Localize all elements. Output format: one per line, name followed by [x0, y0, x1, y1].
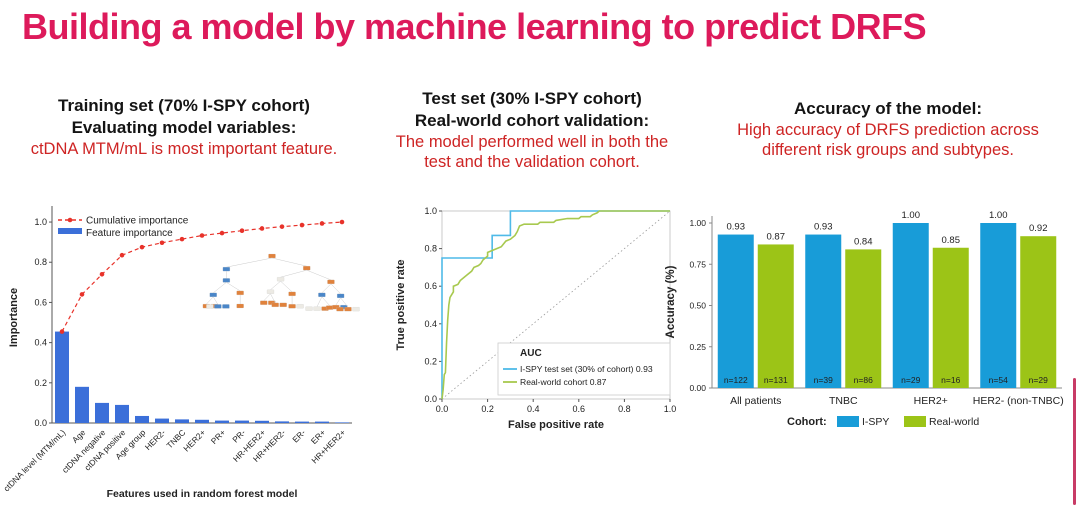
svg-text:Real-world: Real-world [929, 416, 979, 428]
svg-text:0.93: 0.93 [814, 222, 833, 233]
svg-text:0.2: 0.2 [34, 378, 47, 388]
test-takeaway-1: The model performed well in both the [395, 132, 669, 151]
roc-curve-chart: 0.0 0.2 0.4 0.6 0.8 1.0 0.0 0.2 0.4 0.6 0.8 1.0 Fals… [392, 197, 682, 452]
training-heading-2: Evaluating model variables: [71, 117, 297, 137]
test-takeaway-2: test and the validation cohort. [424, 152, 640, 171]
svg-text:n=122: n=122 [724, 375, 748, 385]
svg-text:Cumulative importance: Cumulative importance [86, 216, 189, 227]
panel-accuracy: Accuracy of the model: High accuracy of … [700, 98, 1076, 160]
svg-text:0.4: 0.4 [424, 319, 437, 329]
svg-text:1.0: 1.0 [664, 404, 677, 414]
svg-text:I-SPY test set (30% of cohort): I-SPY test set (30% of cohort) 0.93 [520, 364, 653, 374]
slide-title: Building a model by machine learning to … [22, 6, 927, 47]
training-takeaway: ctDNA MTM/mL is most important feature. [30, 139, 338, 158]
svg-text:0.75: 0.75 [689, 259, 706, 269]
svg-text:HER2-: HER2- [143, 427, 168, 452]
svg-text:Cohort:: Cohort: [787, 416, 827, 428]
accuracy-bar-chart: 0.00 0.25 0.50 0.75 1.00 0.93 n=122 0.87 n=131 Al… [662, 198, 1074, 448]
svg-text:0.50: 0.50 [689, 301, 706, 311]
accuracy-takeaway-2: different risk groups and subtypes. [762, 140, 1014, 159]
svg-text:ctDNA level (MTM/mL): ctDNA level (MTM/mL) [1, 427, 67, 493]
svg-text:HER2+: HER2+ [181, 427, 207, 453]
svg-text:0.6: 0.6 [34, 297, 47, 307]
svg-text:ER-: ER- [290, 427, 307, 444]
svg-text:0.4: 0.4 [34, 338, 47, 348]
svg-text:0.92: 0.92 [1029, 223, 1048, 234]
accuracy-plot: 0.00 0.25 0.50 0.75 1.00 0.93 n=122 0.87 n=131 Al… [665, 210, 1064, 428]
svg-text:0.93: 0.93 [727, 222, 746, 233]
svg-text:0.85: 0.85 [942, 235, 961, 246]
test-heading-2: Real-world cohort validation: [414, 110, 650, 130]
svg-text:n=131: n=131 [764, 375, 788, 385]
svg-text:1.0: 1.0 [424, 206, 437, 216]
svg-text:n=54: n=54 [989, 375, 1008, 385]
feature-importance-chart: 0.0 0.2 0.4 0.6 0.8 1.0 ctDNA level (MTM/mL) Ag… [1, 196, 360, 504]
svg-text:Accuracy (%): Accuracy (%) [665, 265, 677, 338]
test-heading-1: Test set (30% I-SPY cohort) [422, 89, 642, 108]
svg-text:Real-world cohort 0.87: Real-world cohort 0.87 [520, 377, 607, 387]
svg-text:0.0: 0.0 [424, 394, 437, 404]
svg-text:0.0: 0.0 [436, 404, 449, 414]
svg-text:Features used in random forest: Features used in random forest model [107, 488, 298, 500]
svg-text:HER2+: HER2+ [914, 395, 948, 407]
svg-text:HER2- (non-TNBC): HER2- (non-TNBC) [973, 395, 1064, 407]
svg-text:1.00: 1.00 [902, 210, 921, 221]
svg-text:0.2: 0.2 [481, 404, 494, 414]
svg-text:1.00: 1.00 [689, 218, 706, 228]
svg-text:TNBC: TNBC [829, 395, 858, 407]
svg-text:0.25: 0.25 [689, 342, 706, 352]
svg-text:PR+: PR+ [209, 427, 228, 446]
svg-text:True positive rate: True positive rate [395, 259, 407, 350]
svg-text:n=29: n=29 [901, 375, 920, 385]
panel-test-set: Test set (30% I-SPY cohort) Real-world c… [360, 88, 704, 172]
training-heading-1: Training set (70% I-SPY cohort) [58, 96, 310, 115]
random-forest-tree-inset [202, 253, 360, 312]
svg-text:n=39: n=39 [814, 375, 833, 385]
svg-text:0.4: 0.4 [527, 404, 540, 414]
accuracy-takeaway-1: High accuracy of DRFS prediction across [737, 120, 1039, 139]
svg-text:0.8: 0.8 [34, 257, 47, 267]
svg-text:AUC: AUC [520, 348, 542, 359]
svg-text:0.84: 0.84 [854, 236, 873, 247]
svg-text:n=16: n=16 [941, 375, 960, 385]
svg-text:1.00: 1.00 [989, 210, 1008, 221]
svg-text:0.0: 0.0 [34, 418, 47, 428]
svg-text:0.00: 0.00 [689, 383, 706, 393]
svg-text:n=86: n=86 [854, 375, 873, 385]
svg-text:I-SPY: I-SPY [862, 416, 889, 428]
svg-text:0.6: 0.6 [424, 281, 437, 291]
svg-text:Feature importance: Feature importance [86, 228, 173, 239]
svg-text:Importance: Importance [8, 288, 20, 347]
svg-text:False positive rate: False positive rate [508, 419, 604, 431]
svg-text:All patients: All patients [730, 395, 781, 407]
svg-text:0.6: 0.6 [573, 404, 586, 414]
svg-text:1.0: 1.0 [34, 217, 47, 227]
svg-text:n=29: n=29 [1029, 375, 1048, 385]
panel-training-set: Training set (70% I-SPY cohort) Evaluati… [8, 95, 360, 159]
svg-text:0.87: 0.87 [767, 231, 786, 242]
accuracy-heading: Accuracy of the model: [794, 99, 982, 118]
svg-text:0.8: 0.8 [424, 244, 437, 254]
roc-plot: 0.0 0.2 0.4 0.6 0.8 1.0 0.0 0.2 0.4 0.6 0.8 1.0 Fals… [395, 206, 677, 431]
svg-text:0.8: 0.8 [618, 404, 631, 414]
svg-text:0.2: 0.2 [424, 356, 437, 366]
slide-edge-accent [1073, 378, 1076, 505]
